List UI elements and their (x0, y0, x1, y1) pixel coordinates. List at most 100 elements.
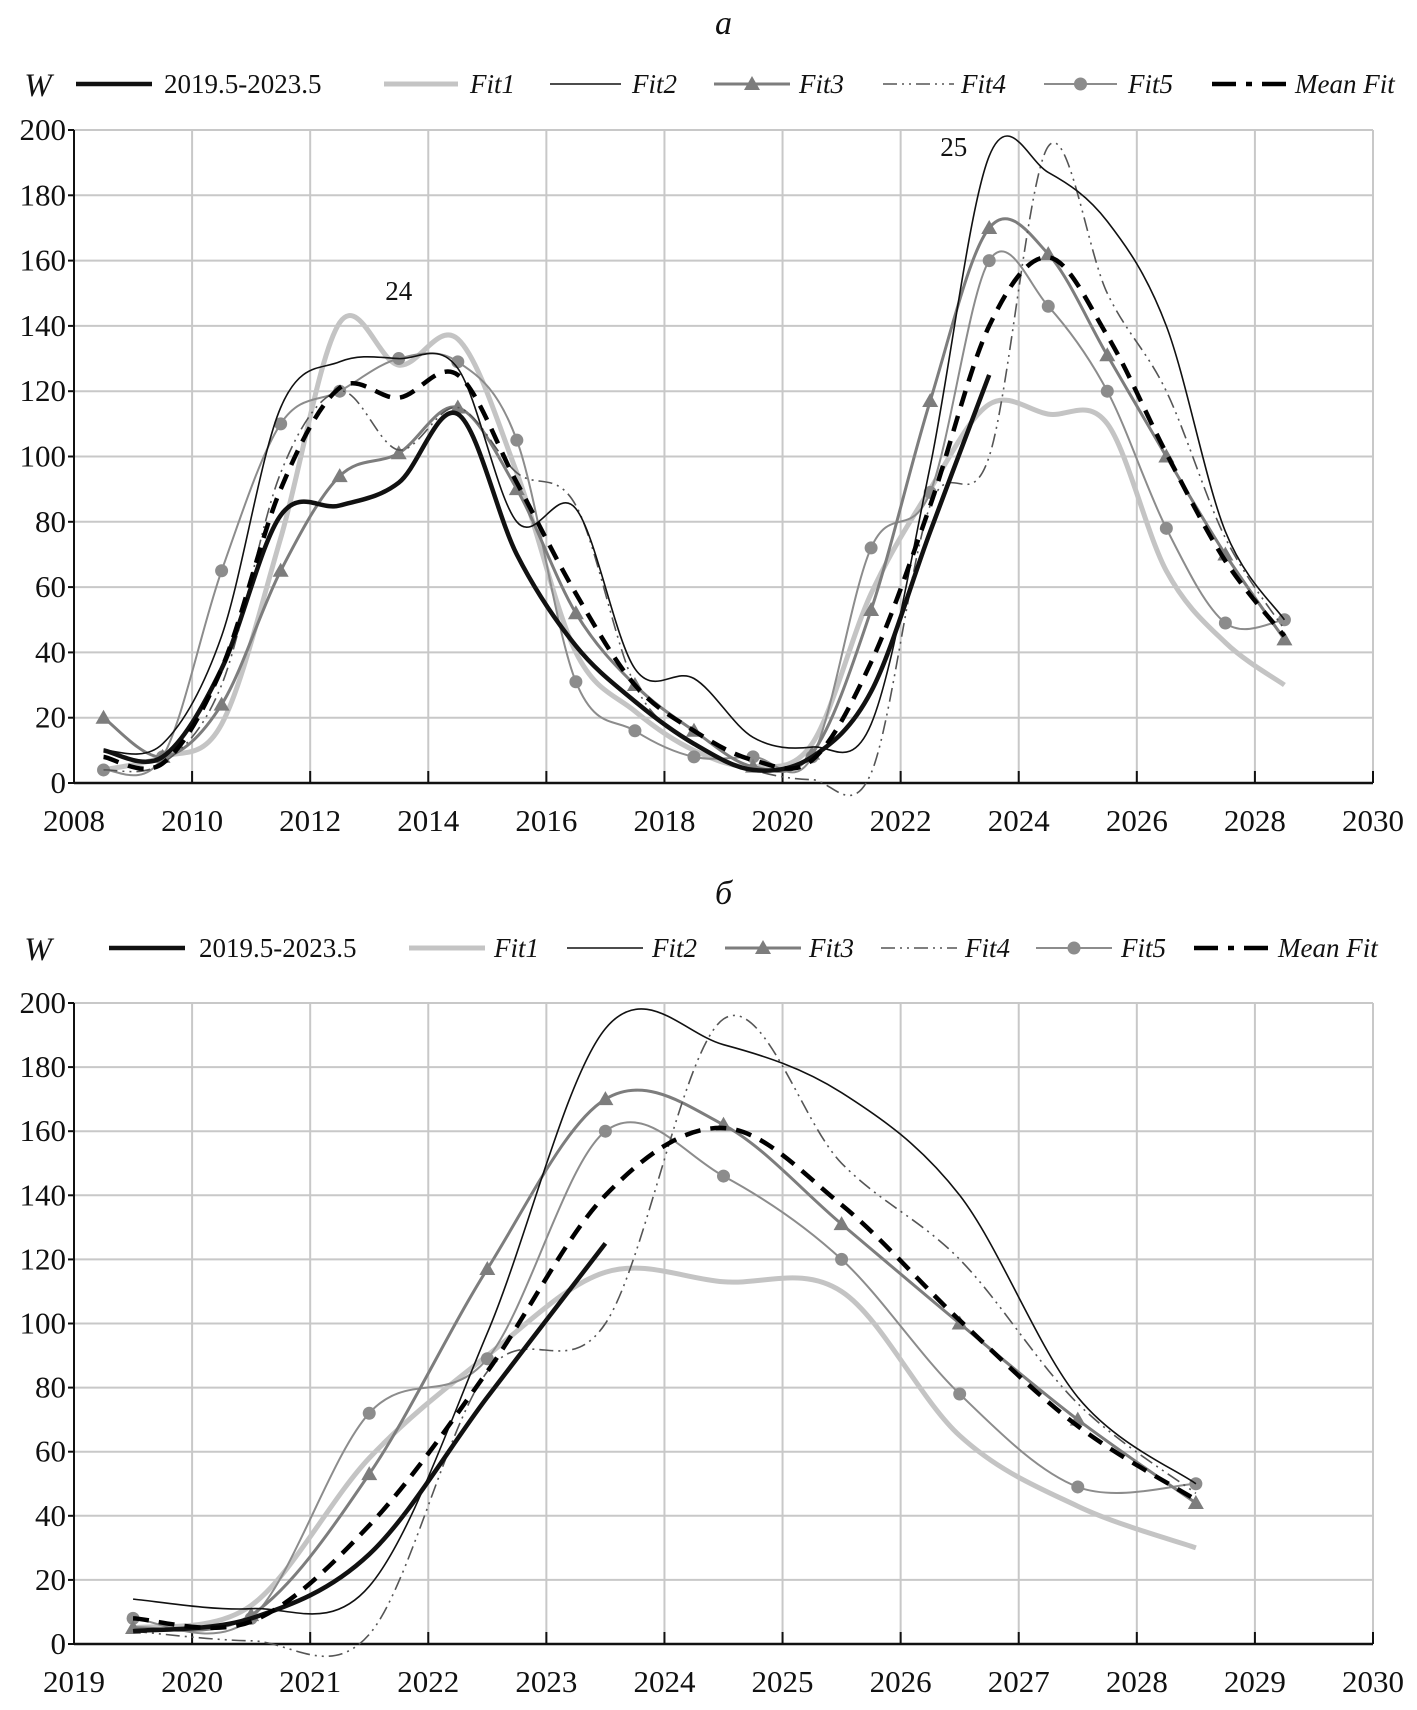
x-tick-label: 2018 (633, 803, 695, 838)
legend-label: Mean Fit (1277, 933, 1379, 963)
y-tick-label: 40 (35, 1498, 66, 1533)
x-tick-label: 2023 (515, 1664, 577, 1699)
chart-title: а (715, 5, 732, 42)
x-tick-label: 2022 (397, 1664, 459, 1699)
series-line (103, 374, 992, 773)
legend-label: 2019.5-2023.5 (199, 933, 357, 963)
y-tick-label: 160 (20, 1113, 67, 1148)
series-line (103, 135, 1286, 755)
x-tick-label: 2028 (1106, 1664, 1168, 1699)
data-point (510, 433, 524, 447)
legend-label: Fit4 (964, 933, 1010, 963)
data-point (1187, 1494, 1204, 1509)
y-tick-label: 80 (35, 504, 66, 539)
data-point (981, 219, 998, 234)
y-tick-label: 180 (20, 1049, 67, 1084)
data-point (863, 601, 880, 616)
data-point (479, 1261, 496, 1276)
cycle-label: 24 (385, 276, 413, 306)
legend-item: Fit4 (883, 69, 1006, 99)
series-line (132, 1014, 1197, 1658)
data-point (361, 1466, 378, 1481)
legend-label: Fit3 (808, 933, 854, 963)
legend-label: 2019.5-2023.5 (164, 69, 322, 99)
chart-a: а 0 20 40 60 80 100 120 140 160 180 200 2008 2010 2012… (20, 5, 1405, 838)
legend-label: Fit2 (651, 933, 697, 963)
legend-item: 2019.5-2023.5 (109, 933, 357, 963)
grid (68, 1002, 1374, 1645)
data-point (95, 709, 112, 724)
legend-item: Fit3 (714, 69, 844, 99)
x-tick-label: 2012 (279, 803, 341, 838)
y-tick-label: 80 (35, 1370, 66, 1405)
y-tick-label: 0 (51, 1626, 67, 1661)
legend-item: Fit4 (881, 933, 1010, 963)
chart-title: б (715, 875, 734, 912)
legend-item: Fit2 (550, 69, 677, 99)
x-tick-label: 2025 (752, 1664, 814, 1699)
y-tick-label: 100 (20, 1306, 67, 1341)
data-point (215, 564, 229, 578)
data-point (274, 417, 288, 431)
data-point (569, 675, 583, 689)
series-mean-fit (132, 1125, 1198, 1631)
legend-item: Fit1 (409, 933, 539, 963)
data-point (213, 696, 230, 711)
legend-marker (1067, 941, 1081, 955)
y-tick-label: 20 (35, 700, 66, 735)
legend-item: Fit5 (1036, 933, 1166, 963)
x-tick-label: 2026 (870, 1664, 932, 1699)
legend-item: Mean Fit (1194, 933, 1379, 963)
x-tick-label: 2014 (397, 803, 460, 838)
y-tick-label: 120 (20, 373, 67, 408)
x-tick-label: 2030 (1342, 1664, 1404, 1699)
data-point (508, 481, 525, 496)
data-point (597, 1091, 614, 1106)
legend-label: Fit1 (469, 69, 515, 99)
x-tick-label: 2030 (1342, 803, 1404, 838)
data-point (1099, 347, 1116, 362)
y-tick-label: 160 (20, 243, 67, 278)
x-tick-label: 2008 (43, 803, 105, 838)
legend-label: Fit1 (493, 933, 539, 963)
x-tick-label: 2020 (161, 1664, 223, 1699)
series-line (132, 1242, 608, 1634)
legend-item: Fit2 (567, 933, 697, 963)
series-fit1 (132, 1265, 1197, 1631)
x-tick-label: 2027 (988, 1664, 1050, 1699)
y-tick-label: 180 (20, 177, 67, 212)
y-tick-label: 140 (20, 1177, 67, 1212)
series-fit5 (97, 250, 1291, 777)
x-tick-label: 2024 (633, 1664, 696, 1699)
x-tick-label: 2024 (988, 803, 1051, 838)
legend-marker (755, 940, 771, 954)
y-axis-label: W (24, 932, 54, 968)
y-tick-label: 100 (20, 439, 67, 474)
y-tick-label: 200 (20, 985, 67, 1020)
series-line (102, 313, 1286, 773)
series-fit2 (103, 135, 1286, 755)
x-tick-label: 2019 (43, 1664, 105, 1699)
y-tick-label: 20 (35, 1562, 66, 1597)
legend-item: Mean Fit (1212, 69, 1396, 99)
series-line (103, 255, 1287, 771)
data-point (953, 1387, 967, 1401)
data-point (331, 468, 348, 483)
x-tick-label: 2028 (1224, 803, 1286, 838)
data-point (480, 1352, 494, 1366)
legend-marker (744, 76, 760, 90)
series-line (103, 142, 1286, 797)
y-tick-label: 200 (20, 112, 67, 147)
series-line (132, 1125, 1198, 1631)
series-line (132, 1265, 1197, 1631)
data-point (1218, 616, 1232, 630)
data-point (390, 445, 407, 460)
data-point (362, 1406, 376, 1420)
legend-marker (1074, 77, 1087, 91)
x-tick-label: 2029 (1224, 1664, 1286, 1699)
series-fit2 (132, 1008, 1197, 1615)
legend: W 2019.5-2023.5 Fit1 Fit2 Fit3 Fit4 Fit5 Mean F… (24, 932, 1379, 968)
series-line (132, 1121, 1196, 1635)
data-point (449, 399, 466, 414)
data-point (717, 1169, 730, 1183)
